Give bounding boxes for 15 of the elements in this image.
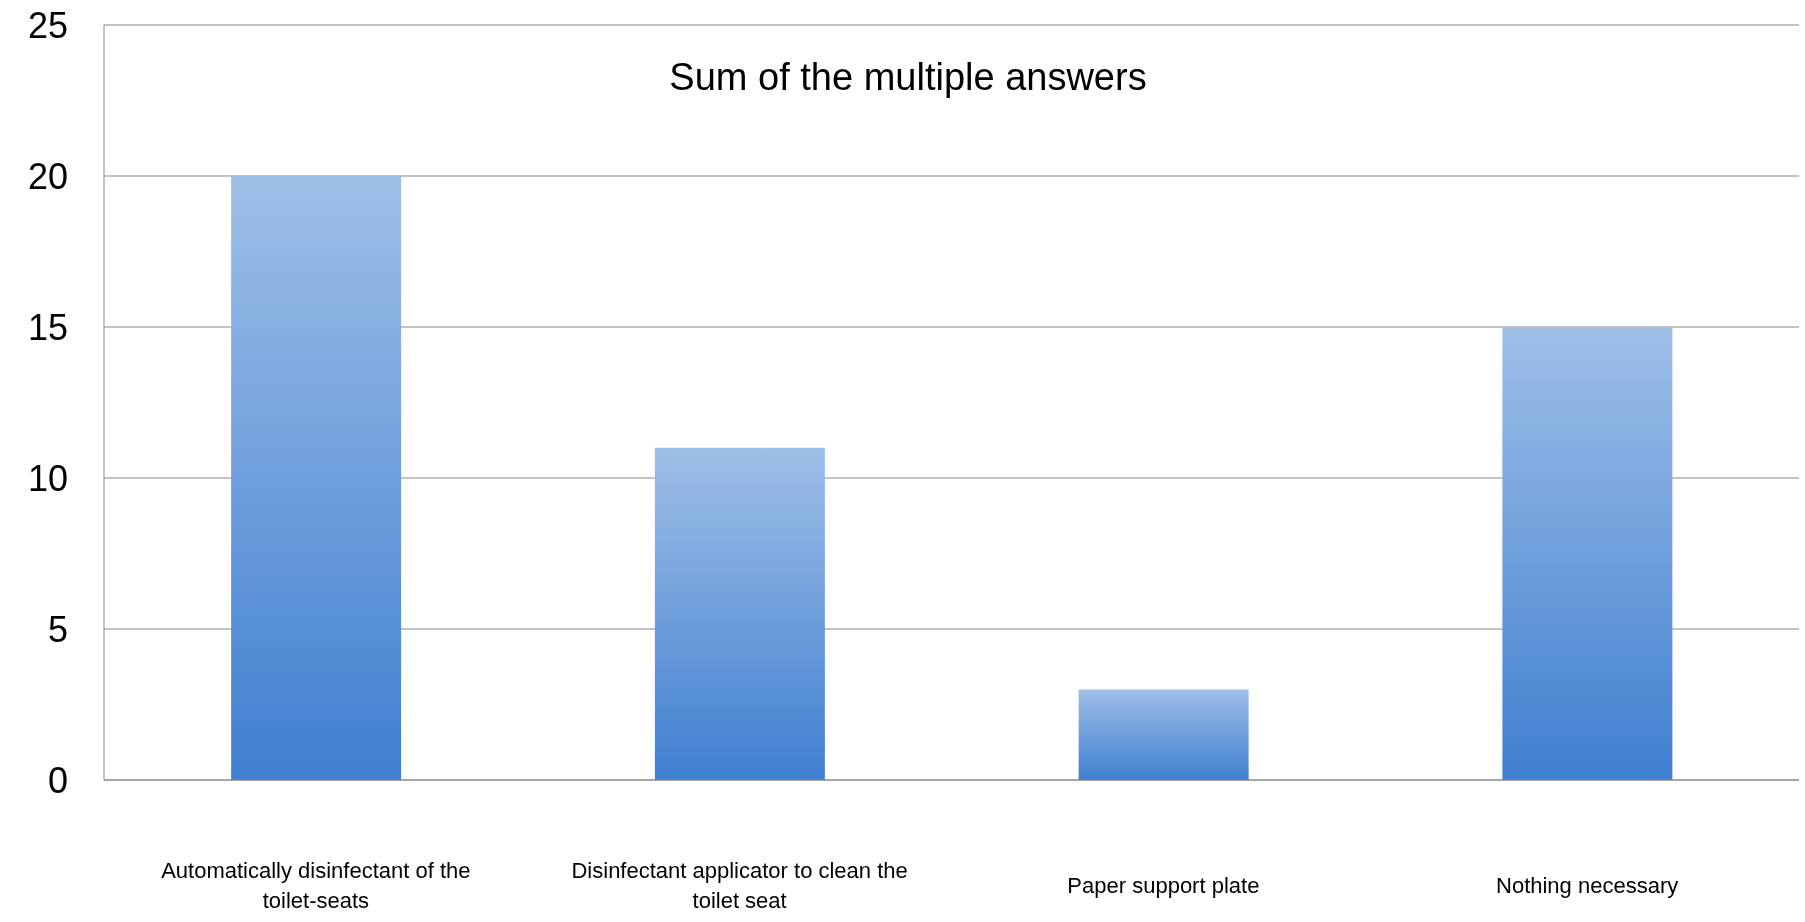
text: Sum of the multiple answers	[668, 55, 1148, 99]
bar	[1078, 689, 1249, 780]
x-tick-label: Disinfectant applicator to clean the toilet seat	[571, 858, 908, 913]
bar	[231, 176, 402, 780]
y-tick-label: 15	[27, 306, 68, 348]
y-tick-label: 5	[47, 608, 68, 650]
bar	[1502, 327, 1673, 780]
y-tick-label: 0	[47, 759, 68, 801]
y-tick-label: 25	[27, 4, 68, 46]
y-tick-label: 10	[27, 457, 68, 499]
y-tick-label: 20	[27, 155, 68, 197]
x-tick-label: Automatically disinfectant of the toilet-seats	[161, 858, 471, 913]
bar	[654, 447, 825, 780]
x-tick-label: Paper support plate	[1067, 873, 1260, 898]
x-tick-label: Nothing necessary	[1496, 873, 1679, 898]
